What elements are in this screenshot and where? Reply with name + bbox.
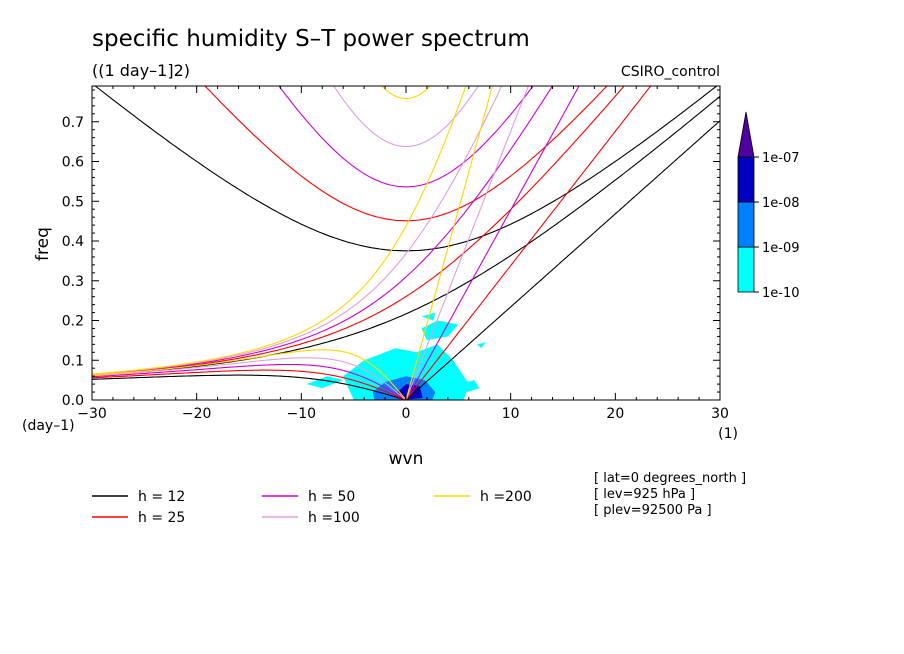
ig-curve-h100 xyxy=(333,86,479,148)
rossby-curve-h50 xyxy=(92,363,405,400)
x-tick-label: −10 xyxy=(287,406,317,422)
x-tick-label: 20 xyxy=(606,406,624,422)
kelvin-curve-h12 xyxy=(405,120,720,400)
annotation-lat: [ lat=0 degrees_north ] xyxy=(594,471,746,486)
y-tick-label: 0.3 xyxy=(62,274,84,290)
colorbar-label: 1e-10 xyxy=(762,286,800,301)
ig-curve-h25 xyxy=(204,86,608,222)
contour-cyan-main xyxy=(343,344,469,400)
y-tick-label: 0.5 xyxy=(62,194,84,210)
colorbar-label: 1e-07 xyxy=(762,151,800,166)
rossby-curve-h100 xyxy=(92,357,406,400)
rossby-curve-h200 xyxy=(92,349,406,399)
legend-label-h100: h =100 xyxy=(308,510,360,526)
x-tick-label: 30 xyxy=(711,406,729,422)
legend-label-h12: h = 12 xyxy=(138,489,185,505)
kelvin-curve-h100 xyxy=(405,86,529,400)
colorbar-segment-1 xyxy=(737,201,755,248)
legend-label-h50: h = 50 xyxy=(308,489,355,505)
ig-curve-h200 xyxy=(380,86,432,100)
mrg-curve-h50 xyxy=(92,86,554,376)
kelvin-curve-h50 xyxy=(405,86,580,400)
legend: h = 12 h = 25 h = 50 h =100 h =200 xyxy=(92,489,532,526)
y-tick-label: 0.2 xyxy=(62,314,84,330)
ig-curve-h12 xyxy=(94,86,718,252)
y-tick-label: 0.7 xyxy=(62,115,84,131)
mrg-curve-h25 xyxy=(92,86,625,376)
y-tick-label: 0.4 xyxy=(62,234,84,250)
dispersion-curves xyxy=(92,86,720,400)
kelvin-curve-h25 xyxy=(405,86,652,400)
power-contours xyxy=(306,312,486,400)
legend-label-h200: h =200 xyxy=(480,489,532,505)
contour-cyan-spot2 xyxy=(477,342,486,349)
x-axis-unit: (1) xyxy=(718,426,738,442)
model-label: CSIRO_control xyxy=(621,64,720,80)
y-tick-label: 0.6 xyxy=(62,155,84,171)
rossby-curve-h12 xyxy=(92,374,405,400)
mrg-curve-h200 xyxy=(92,86,467,375)
contour-cyan-right xyxy=(458,380,480,393)
y-tick-label: 0.0 xyxy=(62,393,84,409)
colorbar-label: 1e-08 xyxy=(762,196,800,211)
contour-cyan-left xyxy=(306,376,344,389)
annotation-plev: [ plev=92500 Pa ] xyxy=(594,503,712,518)
y-axis-label: freq xyxy=(33,227,53,261)
colorbar-segment-2 xyxy=(737,156,755,203)
chart-subtitle: ((1 day–1]2) xyxy=(92,61,190,80)
legend-label-h25: h = 25 xyxy=(138,510,185,526)
colorbar-triangle xyxy=(737,111,755,158)
kelvin-curve-h200 xyxy=(405,86,494,400)
axes: −30 −20 −10 0 10 20 30 0.0 0.1 0.2 0.3 0.4 0.5 0.6 0.7 xyxy=(62,86,729,422)
y-axis-unit: (day–1) xyxy=(22,418,75,434)
x-tick-label: −20 xyxy=(182,406,212,422)
x-tick-label: 0 xyxy=(402,406,411,422)
rossby-curve-h25 xyxy=(92,369,405,400)
colorbar-segment-0 xyxy=(737,246,755,293)
ig-curve-h50 xyxy=(278,86,534,188)
x-axis-label: wvn xyxy=(389,449,424,469)
x-tick-label: −30 xyxy=(77,406,107,422)
y-tick-label: 0.1 xyxy=(62,353,84,369)
x-tick-label: 10 xyxy=(502,406,520,422)
colorbar-label: 1e-09 xyxy=(762,241,800,256)
annotation-lev: [ lev=925 hPa ] xyxy=(594,487,695,502)
colorbar: 1e-10 1e-09 1e-08 1e-07 xyxy=(737,111,800,301)
chart-title: specific humidity S–T power spectrum xyxy=(92,26,530,52)
mrg-curve-h100 xyxy=(92,86,503,375)
mrg-curve-h12 xyxy=(92,95,720,377)
